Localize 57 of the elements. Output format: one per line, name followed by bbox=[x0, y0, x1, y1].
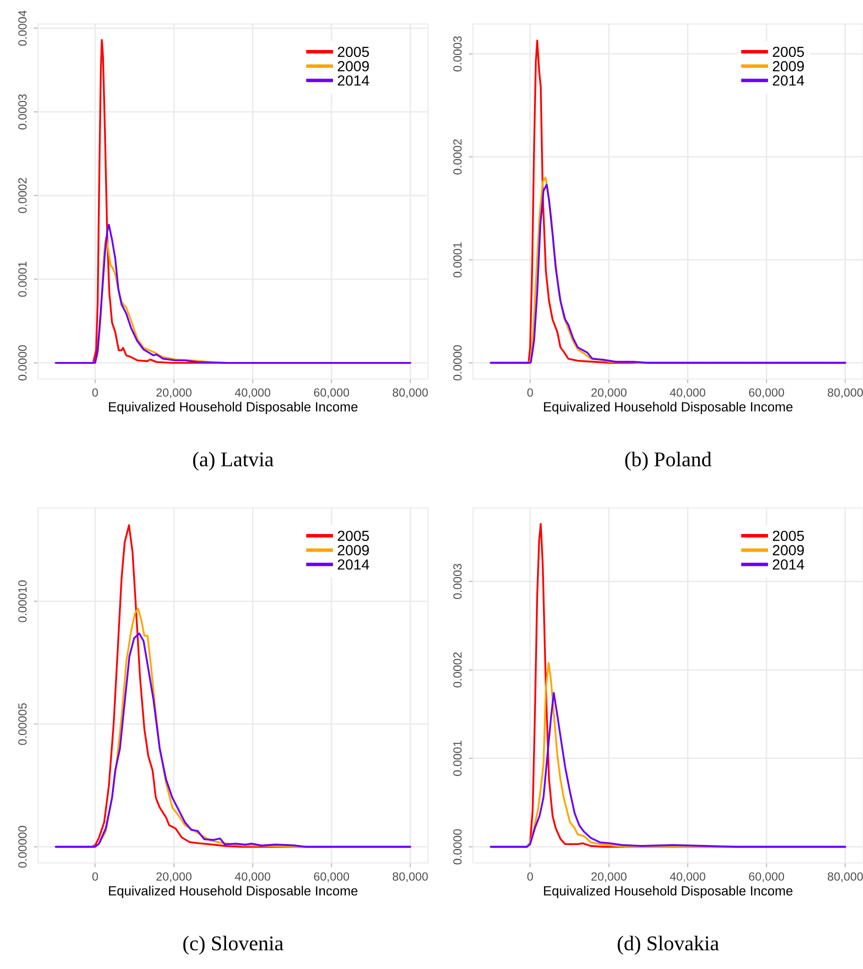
legend-label: 2005 bbox=[772, 530, 804, 542]
y-tick-label: 0.0002 bbox=[453, 652, 462, 688]
legend-label: 2014 bbox=[772, 75, 804, 86]
x-tick-label: 60,000 bbox=[314, 872, 350, 882]
y-tick-label: 0.0003 bbox=[453, 36, 462, 72]
text: (b) Poland bbox=[625, 452, 712, 471]
y-tick-label: 0.0003 bbox=[18, 94, 27, 130]
x-tick-label: 60,000 bbox=[749, 388, 784, 398]
legend-label: 2014 bbox=[338, 75, 370, 86]
x-tick-label: 80,000 bbox=[392, 872, 428, 882]
text: (d) Slovakia bbox=[618, 936, 719, 955]
legend-label: 2009 bbox=[338, 61, 369, 72]
x-tick-label: 0 bbox=[527, 388, 533, 397]
text: (c) Slovenia bbox=[183, 936, 284, 955]
x-tick-label: 80,000 bbox=[828, 872, 863, 882]
x-tick-label: 40,000 bbox=[234, 388, 270, 398]
y-tick-label: 0.0001 bbox=[453, 242, 462, 278]
legend-label: 2005 bbox=[338, 530, 369, 542]
y-tick-label: 0.0001 bbox=[18, 262, 27, 297]
x-tick-label: 20,000 bbox=[156, 388, 192, 398]
legend-label: 2014 bbox=[772, 559, 804, 570]
legend-label: 2009 bbox=[772, 545, 804, 556]
text: (a) Latvia bbox=[193, 452, 274, 471]
x-tick-label: 20,000 bbox=[591, 872, 627, 882]
x-tick-label: 60,000 bbox=[749, 872, 784, 882]
y-tick-label: 0.0002 bbox=[453, 139, 462, 174]
x-tick-label: 0 bbox=[92, 388, 98, 397]
x-tick-label: 40,000 bbox=[670, 872, 706, 882]
y-tick-label: 0.0000 bbox=[453, 829, 462, 864]
x-tick-label: 0 bbox=[527, 872, 533, 881]
x-axis-title: Equivalized Household Disposable Income bbox=[109, 886, 358, 898]
x-tick-label: 40,000 bbox=[234, 872, 270, 882]
x-tick-label: 0 bbox=[92, 872, 98, 881]
x-tick-label: 20,000 bbox=[591, 388, 627, 398]
x-tick-label: 80,000 bbox=[392, 388, 428, 398]
y-tick-label: 0.0000 bbox=[453, 345, 462, 380]
y-tick-label: 0.00000 bbox=[18, 826, 27, 868]
legend-label: 2014 bbox=[338, 559, 370, 570]
y-tick-label: 0.0002 bbox=[18, 178, 27, 214]
y-tick-label: 0.00010 bbox=[18, 580, 27, 622]
y-tick-label: 0.00005 bbox=[18, 703, 27, 745]
legend-label: 2005 bbox=[338, 46, 369, 58]
y-tick-label: 0.0004 bbox=[18, 10, 27, 46]
x-axis-title: Equivalized Household Disposable Income bbox=[544, 402, 792, 414]
legend-label: 2009 bbox=[338, 545, 369, 556]
x-tick-label: 80,000 bbox=[828, 388, 863, 398]
x-axis-title: Equivalized Household Disposable Income bbox=[544, 886, 792, 898]
y-tick-label: 0.0000 bbox=[18, 345, 27, 380]
y-tick-label: 0.0003 bbox=[453, 564, 462, 600]
y-tick-label: 0.0001 bbox=[453, 740, 462, 776]
x-tick-label: 40,000 bbox=[670, 388, 706, 398]
x-tick-label: 20,000 bbox=[156, 872, 192, 882]
x-axis-title: Equivalized Household Disposable Income bbox=[109, 402, 358, 414]
line-series bbox=[490, 692, 846, 848]
legend-label: 2009 bbox=[772, 61, 804, 72]
legend-label: 2005 bbox=[772, 46, 804, 58]
x-tick-label: 60,000 bbox=[314, 388, 350, 398]
